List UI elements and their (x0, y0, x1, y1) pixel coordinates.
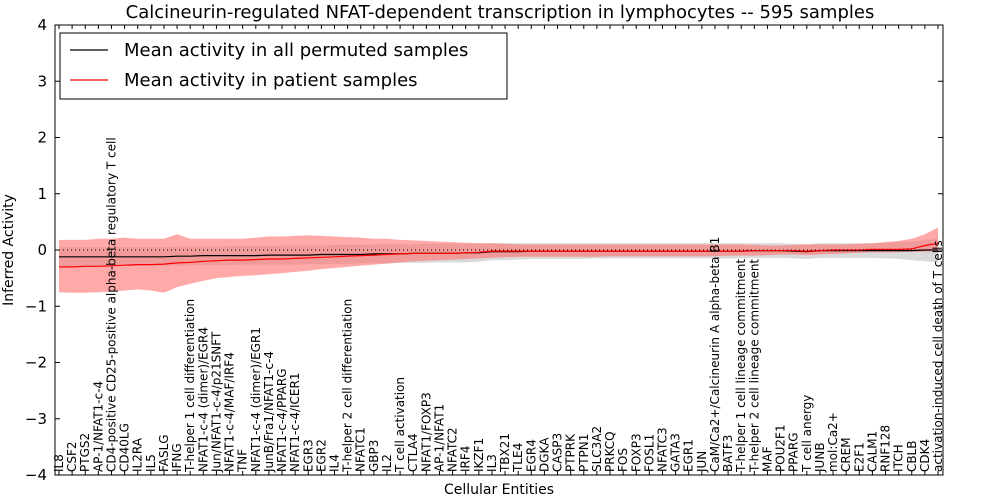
x-tick-label: TBX21 (498, 433, 512, 473)
x-tick-label: E2F1 (852, 442, 866, 472)
x-tick-label: EGR1 (682, 439, 696, 472)
x-tick-label: NFAT1/FOXP3 (419, 392, 433, 472)
x-tick-label: IFNG (170, 443, 184, 472)
x-tick-label: NFATC3 (656, 427, 670, 472)
x-tick-label: mol:Ca2+ (826, 412, 840, 472)
x-tick-label: T-helper 1 cell differentiation (183, 299, 197, 473)
x-tick-label: FOXP3 (629, 433, 643, 472)
x-tick-label: NFATC2 (446, 427, 460, 472)
y-tick-label: −4 (25, 466, 47, 484)
x-tick-label: activation-induced cell death of T cells (931, 240, 945, 472)
x-tick-label: AP-1/NFAT1-c-4 (91, 381, 105, 472)
x-tick-label: T-helper 2 cell differentiation (341, 299, 355, 473)
x-tick-label: NFAT1-c-4 (dimer)/EGR1 (249, 327, 263, 472)
x-tick-label: JunB/Fra1/NFAT1-c-4 (262, 351, 276, 473)
chart-title: Calcineurin-regulated NFAT-dependent tra… (126, 2, 875, 23)
x-tick-label: CREM (839, 437, 853, 472)
x-tick-label: NFAT1-c-4 (dimer)/EGR4 (196, 327, 210, 472)
patient-mean-line (59, 242, 939, 268)
x-tick-label: EGR2 (314, 439, 328, 472)
x-tick-label: PTGS2 (78, 433, 92, 472)
y-tick-label: 1 (37, 185, 47, 203)
x-tick-label: AP-1/NFAT1 (433, 404, 447, 472)
x-tick-label: CD4-positive CD25-positive alpha-beta re… (105, 137, 119, 472)
x-tick-labels: IL8 CSF2 PTGS2 AP-1/NFAT1-c-4 CD4-positive C… (52, 137, 945, 473)
x-tick-label: EGR4 (524, 439, 538, 472)
x-tick-label: CaM/Ca2+/Calcineurin A alpha-beta B1 (708, 237, 722, 472)
x-tick-label: DGKA (537, 437, 551, 472)
x-tick-label: MAF (760, 446, 774, 472)
x-axis-label: Cellular Entities (444, 482, 554, 498)
x-tick-label: BATF3 (721, 435, 735, 472)
x-tick-label: CTLA4 (406, 433, 420, 472)
x-tick-label: RNF128 (879, 425, 893, 472)
y-tick-label: 3 (37, 72, 47, 90)
x-tick-label: JUNB (813, 442, 827, 473)
y-tick-label: 4 (37, 16, 47, 34)
x-tick-label: T-helper 1 cell lineage commitment (734, 259, 748, 473)
x-tick-label: TLE4 (511, 443, 525, 473)
y-tick-label: −2 (25, 354, 47, 372)
x-tick-label: JUN (695, 451, 709, 473)
x-tick-label: POU2F1 (774, 424, 788, 472)
x-tick-label: FASLG (157, 434, 171, 472)
x-tick-label: CSF2 (65, 441, 79, 472)
x-tick-label: T cell activation (393, 377, 407, 473)
y-tick-label: −1 (25, 297, 47, 315)
x-tick-label: IKZF1 (472, 438, 486, 472)
x-tick-label: CBLB (905, 441, 919, 473)
x-tick-label: Jun/NFAT1-c-4/p21SNFT (209, 331, 223, 473)
legend-label-patient: Mean activity in patient samples (124, 70, 418, 91)
x-tick-label: TNF (236, 449, 250, 473)
x-tick-label: IL3 (485, 454, 499, 472)
legend-label-permuted: Mean activity in all permuted samples (124, 40, 468, 61)
legend-box (59, 32, 508, 100)
x-tick-label: CDK4 (918, 439, 932, 472)
lines-layer (59, 242, 939, 268)
x-tick-label: PTPN1 (577, 434, 591, 472)
x-tick-label: NFAT1-c-4/MAF/IRF4 (223, 352, 237, 472)
x-tick-label: T cell anergy (800, 395, 814, 473)
x-tick-label: NFAT1-c-4/ICER1 (288, 373, 302, 472)
x-tick-label: PPARG (787, 432, 801, 472)
y-tick-label: 0 (37, 241, 47, 259)
x-tick-label: IL4 (328, 454, 342, 472)
x-tick-label: SLC3A2 (590, 426, 604, 472)
x-tick-label: CASP3 (551, 433, 565, 472)
x-tick-label: FOSL1 (642, 434, 656, 472)
y-tick-label: −3 (25, 410, 47, 428)
x-tick-label: FOS (616, 448, 630, 472)
x-tick-label: CALM1 (865, 431, 879, 472)
x-tick-label: EGR3 (301, 439, 315, 472)
x-tick-label: GBP3 (367, 440, 381, 472)
legend: Mean activity in all permuted samples Me… (59, 32, 508, 100)
x-tick-label: IL5 (144, 454, 158, 472)
x-tick-label: IL2 (380, 454, 394, 472)
x-tick-label: ITCH (892, 444, 906, 472)
bands-layer (59, 227, 938, 293)
y-axis-label: Inferred Activity (1, 194, 17, 306)
x-tick-label: PRKCQ (603, 431, 617, 472)
x-tick-label: T-helper 2 cell lineage commitment (747, 259, 761, 473)
x-tick-label: IL8 (52, 454, 66, 472)
y-axis-ticks: −4 −3 −2 −1 0 1 2 3 4 (25, 16, 943, 484)
x-tick-label: NFATC1 (354, 427, 368, 472)
patient-range-band (59, 227, 938, 293)
x-axis-ticks (58, 25, 939, 475)
x-tick-label: IRF4 (459, 446, 473, 472)
x-tick-label: GATA3 (669, 433, 683, 472)
x-tick-label: IL2RA (131, 437, 145, 472)
y-tick-label: 2 (37, 129, 47, 147)
x-tick-label: PTPRK (564, 433, 578, 472)
x-tick-label: CD40LG (118, 423, 132, 472)
x-tick-label: NFAT1-c-4/PPARG (275, 368, 289, 472)
